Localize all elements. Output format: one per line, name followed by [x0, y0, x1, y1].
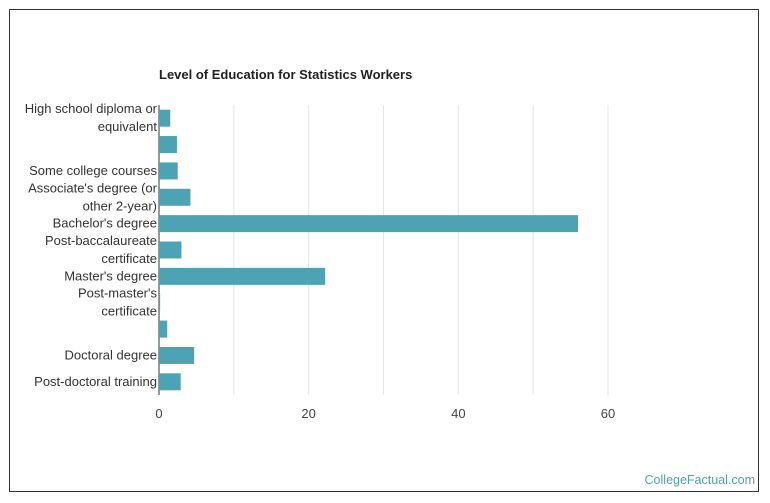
chart-title: Level of Education for Statistics Worker…: [159, 67, 413, 82]
category-label: Associate's degree (or other 2-year): [28, 180, 158, 213]
bar: [159, 241, 182, 259]
category-label: Some college courses: [29, 163, 157, 178]
category-label-line: Doctoral degree: [65, 347, 158, 362]
category-label: Post-doctoral training: [34, 374, 157, 389]
bar: [159, 320, 168, 338]
bar: [159, 136, 177, 154]
category-label: Master's degree: [64, 268, 157, 283]
category-label: High school diploma or equivalent: [25, 101, 158, 134]
category-label: Bachelor's degree: [53, 216, 157, 231]
category-label-line: certificate: [101, 304, 157, 319]
x-tick-label: 20: [301, 406, 315, 421]
category-label-line: Master's degree: [64, 268, 157, 283]
category-label-line: equivalent: [98, 119, 158, 134]
bar: [159, 109, 171, 127]
bar: [159, 346, 195, 364]
category-label: Post-master's certificate: [78, 286, 158, 319]
category-label-line: certificate: [101, 251, 157, 266]
category-label-line: High school diploma or: [25, 101, 158, 116]
category-label-line: Bachelor's degree: [53, 216, 157, 231]
source-credit[interactable]: CollegeFactual.com: [644, 473, 755, 487]
category-label-line: Post-doctoral training: [34, 374, 157, 389]
category-label-line: Post-baccalaureate: [45, 233, 157, 248]
bar: [159, 162, 178, 180]
bar: [159, 188, 191, 206]
bar: [159, 215, 579, 233]
x-tick-label: 60: [601, 406, 615, 421]
bar: [159, 373, 181, 391]
bar: [159, 294, 161, 312]
category-label-line: other 2-year): [83, 198, 157, 213]
x-tick-label: 0: [155, 406, 162, 421]
category-label-line: Post-master's: [78, 286, 158, 301]
category-label-line: Associate's degree (or: [28, 180, 158, 195]
x-tick-label: 40: [451, 406, 465, 421]
bar: [159, 267, 326, 285]
category-label: Post-baccalaureate certificate: [45, 233, 157, 266]
category-label: Doctoral degree: [65, 347, 158, 362]
category-label-line: Some college courses: [29, 163, 157, 178]
